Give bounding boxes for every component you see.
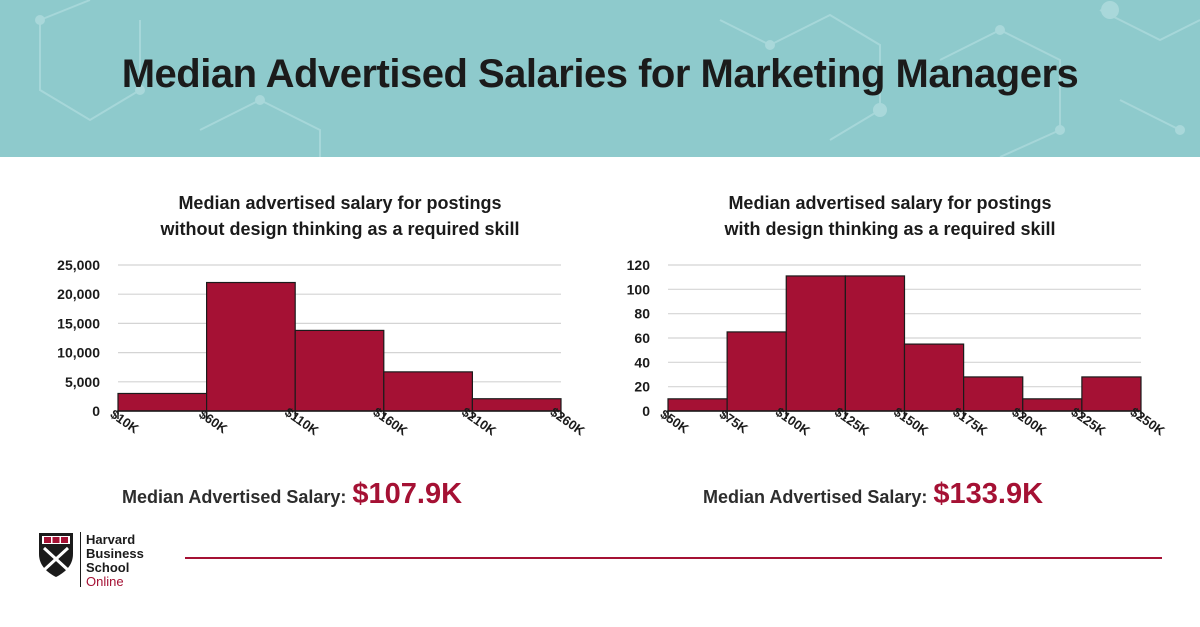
y-tick-label: 80 xyxy=(634,306,650,322)
y-tick-label: 20 xyxy=(634,379,650,395)
hexagon-pattern xyxy=(35,0,1200,157)
histogram-bar xyxy=(844,275,906,412)
logo-line-1: Harvard xyxy=(86,532,136,547)
histogram-bar xyxy=(294,329,385,412)
histogram-bar xyxy=(726,331,787,412)
harvard-shield-icon xyxy=(39,533,73,577)
chart-1-median-value: $107.9K xyxy=(352,478,463,510)
chart-2-title-line-1: Median advertised salary for postings xyxy=(728,193,1052,213)
histogram-bar xyxy=(383,371,473,412)
y-tick-label: 15,000 xyxy=(57,315,100,331)
chart-1-median-label: Median Advertised Salary: xyxy=(122,487,347,507)
page-title: Median Advertised Salaries for Marketing… xyxy=(121,52,1079,96)
y-tick-label: 10,000 xyxy=(57,345,100,361)
footer-divider xyxy=(185,557,1162,559)
y-tick-label: 0 xyxy=(92,403,100,419)
chart-2-median-value: $133.9K xyxy=(933,478,1044,510)
y-tick-label: 40 xyxy=(634,354,650,370)
logo-line-2: Business xyxy=(86,546,144,561)
histogram-bar xyxy=(1081,376,1142,412)
logo-line-3: School xyxy=(86,560,130,575)
y-tick-label: 0 xyxy=(642,403,650,419)
histogram-bar xyxy=(206,281,296,412)
y-tick-label: 100 xyxy=(627,281,651,297)
chart-1-median: Median Advertised Salary: $107.9K xyxy=(122,478,462,511)
y-tick-label: 60 xyxy=(634,330,650,346)
chart-2-title: Median advertised salary for postings wi… xyxy=(610,190,1170,242)
chart-2-median: Median Advertised Salary: $133.9K xyxy=(703,478,1043,511)
x-tick-label: $250K xyxy=(1128,404,1168,439)
y-tick-label: 25,000 xyxy=(57,257,100,273)
logo-line-4: Online xyxy=(86,574,124,589)
x-tick-label: $260K xyxy=(548,404,588,439)
logo-divider xyxy=(80,532,81,587)
hbs-online-logo: Harvard Business School Online xyxy=(86,533,144,589)
histogram-bar xyxy=(963,376,1024,412)
chart-1-title-line-2: without design thinking as a required sk… xyxy=(160,219,520,239)
histogram-bar xyxy=(471,398,562,412)
histogram-bar xyxy=(903,343,965,412)
chart-1-title-line-1: Median advertised salary for postings xyxy=(178,193,502,213)
y-tick-label: 20,000 xyxy=(57,286,100,302)
histogram-bar xyxy=(117,392,208,412)
chart-1-title: Median advertised salary for postings wi… xyxy=(60,190,620,242)
chart-2-median-label: Median Advertised Salary: xyxy=(703,487,928,507)
chart-2-title-line-2: with design thinking as a required skill xyxy=(724,219,1056,239)
y-tick-label: 120 xyxy=(627,257,651,273)
y-tick-label: 5,000 xyxy=(65,374,100,390)
histogram-bar xyxy=(785,275,846,412)
header-banner: Median Advertised Salaries for Marketing… xyxy=(0,0,1200,157)
histogram-bar xyxy=(667,398,728,412)
